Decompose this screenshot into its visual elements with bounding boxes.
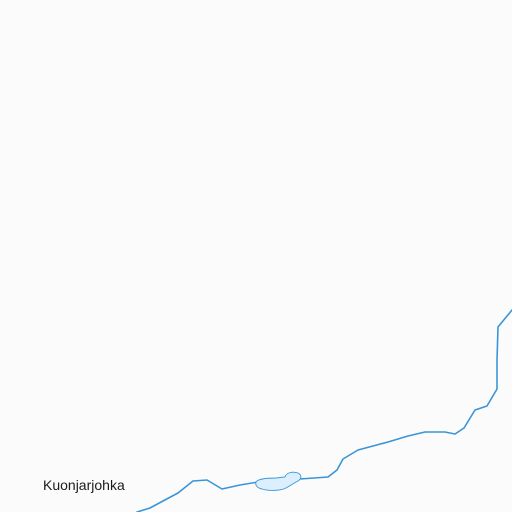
place-label-kuonjarjohka: Kuonjarjohka [43,477,125,493]
lake [255,471,302,491]
river-line [136,309,512,512]
